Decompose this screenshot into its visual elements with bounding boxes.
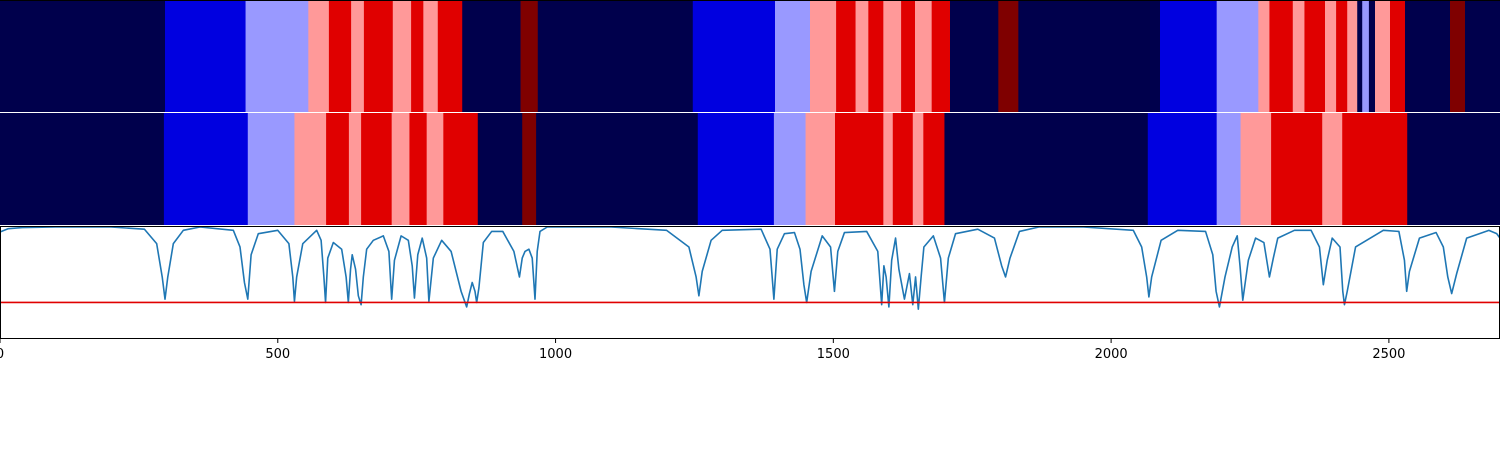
heatmap-middle-segment-6: [361, 113, 393, 225]
heatmap-top-segment-17: [836, 1, 856, 112]
heatmap-top-segment-40: [1390, 1, 1406, 112]
heatmap-middle-segment-28: [1342, 113, 1408, 225]
heatmap-middle-segment-23: [1147, 113, 1218, 225]
heatmap-top-segment-38: [1368, 1, 1376, 112]
heatmap-top-segment-3: [308, 1, 330, 112]
heatmap-top-segment-39: [1375, 1, 1391, 112]
heatmap-top-segment-15: [775, 1, 811, 112]
heatmap-top-segment-11: [462, 1, 521, 112]
heatmap-top-segment-22: [915, 1, 933, 112]
x-tick-label-500: 500: [265, 347, 290, 362]
heatmap-middle-segment-0: [0, 113, 165, 225]
heatmap-top: [0, 1, 1500, 112]
heatmap-middle-segment-9: [426, 113, 444, 225]
heatmap-middle-segment-3: [294, 113, 327, 225]
heatmap-middle-segment-14: [697, 113, 775, 225]
heatmap-middle-segment-21: [923, 113, 945, 225]
heatmap-middle-segment-5: [348, 113, 362, 225]
heatmap-middle-segment-19: [892, 113, 914, 225]
heatmap-top-segment-35: [1347, 1, 1358, 112]
x-tick-label-1000: 1000: [539, 347, 572, 362]
signal-line: [0, 226, 1500, 310]
x-axis-ticks: 0 500 1000 1500 2000 2500: [0, 338, 1405, 362]
x-tick-label-2500: 2500: [1372, 347, 1405, 362]
heatmap-top-segment-18: [855, 1, 869, 112]
heatmap-top-segment-29: [1258, 1, 1270, 112]
heatmap-middle-segment-24: [1216, 113, 1241, 225]
heatmap-top-segment-8: [411, 1, 424, 112]
heatmap-middle-segment-17: [835, 113, 884, 225]
heatmap-middle-segment-20: [912, 113, 924, 225]
heatmap-top-segment-41: [1405, 1, 1451, 112]
heatmap-top-segment-16: [810, 1, 837, 112]
heatmap-top-segment-6: [363, 1, 394, 112]
heatmap-top-segment-5: [351, 1, 365, 112]
line-series-group: [0, 226, 1500, 310]
heatmap-middle-segment-7: [391, 113, 410, 225]
line-plot-background: [0, 226, 1500, 338]
heatmap-top-segment-21: [901, 1, 916, 112]
heatmap-top-segment-32: [1304, 1, 1326, 112]
heatmap-top-segment-23: [931, 1, 951, 112]
heatmap-middle-segment-27: [1322, 113, 1343, 225]
heatmap-top-segment-25: [998, 1, 1019, 112]
heatmap-middle-segment-1: [163, 113, 249, 225]
heatmap-top-segment-9: [423, 1, 439, 112]
heatmap-middle-segment-22: [944, 113, 1149, 225]
heatmap-top-segment-13: [537, 1, 694, 112]
heatmap-top-segment-12: [520, 1, 539, 112]
heatmap-top-segment-19: [868, 1, 884, 112]
x-tick-label-1500: 1500: [817, 347, 850, 362]
heatmap-top-segment-43: [1465, 1, 1500, 112]
heatmap-middle-segment-13: [536, 113, 699, 225]
heatmap-middle-segment-29: [1407, 113, 1500, 225]
heatmap-middle-segment-10: [443, 113, 479, 225]
heatmap-middle: [0, 113, 1500, 225]
heatmap-middle-segment-12: [522, 113, 537, 225]
heatmap-top-segment-30: [1269, 1, 1294, 112]
heatmap-top-segment-31: [1292, 1, 1305, 112]
heatmap-top-segment-27: [1160, 1, 1218, 112]
heatmap-top-segment-42: [1450, 1, 1466, 112]
heatmap-middle-segment-18: [883, 113, 894, 225]
heatmap-top-segment-24: [950, 1, 999, 112]
heatmap-top-segment-7: [392, 1, 412, 112]
heatmap-middle-segment-15: [773, 113, 806, 225]
heatmap-top-segment-20: [883, 1, 902, 112]
heatmap-middle-segment-11: [477, 113, 523, 225]
heatmap-top-segment-34: [1336, 1, 1348, 112]
heatmap-top-segment-10: [437, 1, 463, 112]
heatmap-top-segment-37: [1362, 1, 1370, 112]
heatmap-middle-segment-4: [326, 113, 350, 225]
heatmap-top-segment-0: [0, 1, 166, 112]
x-tick-label-0: 0: [0, 347, 4, 362]
heatmap-middle-segment-8: [409, 113, 428, 225]
heatmap-top-segment-33: [1325, 1, 1337, 112]
heatmap-top-segment-14: [692, 1, 776, 112]
heatmap-top-segment-26: [1018, 1, 1161, 112]
heatmap-top-segment-4: [328, 1, 352, 112]
heatmap-middle-segment-2: [247, 113, 295, 225]
heatmap-middle-segment-16: [805, 113, 836, 225]
line-plot-panel: [0, 226, 1500, 338]
heatmap-top-segment-1: [165, 1, 246, 112]
heatmap-top-segment-36: [1357, 1, 1363, 112]
heatmap-top-segment-28: [1216, 1, 1259, 112]
x-tick-label-2000: 2000: [1095, 347, 1128, 362]
heatmap-top-segment-2: [245, 1, 309, 112]
heatmap-middle-segment-25: [1240, 113, 1272, 225]
heatmap-middle-segment-26: [1271, 113, 1323, 225]
